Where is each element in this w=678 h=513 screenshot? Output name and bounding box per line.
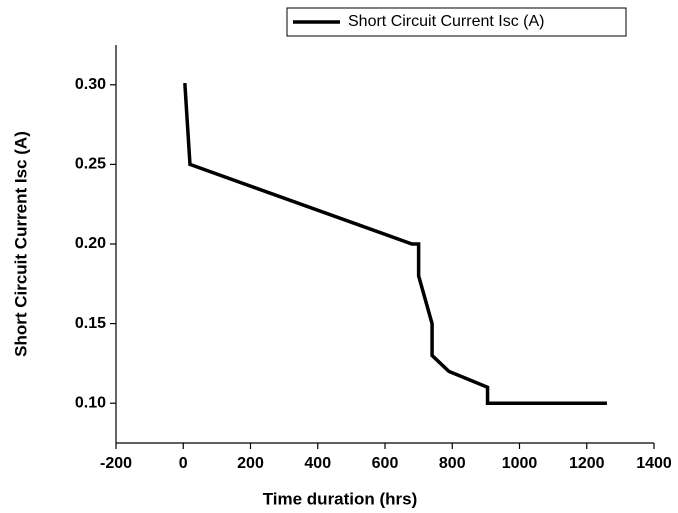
x-axis-label: Time duration (hrs) [263,489,418,508]
y-tick-label: 0.15 [75,315,106,332]
y-tick-label: 0.20 [75,235,106,252]
x-tick-label: 1000 [502,455,538,472]
legend-label: Short Circuit Current Isc (A) [348,13,544,30]
y-tick-label: 0.25 [75,156,106,173]
x-tick-label: 400 [304,455,331,472]
line-series [183,83,607,405]
x-tick-label: 0 [179,455,188,472]
y-tick-label: 0.10 [75,394,106,411]
y-axis-label: Short Circuit Current Isc (A) [11,131,30,357]
x-tick-label: -200 [100,455,132,472]
y-tick-label: 0.30 [75,76,106,93]
x-tick-label: 1200 [569,455,605,472]
x-tick-label: 1400 [636,455,672,472]
x-tick-label: 600 [372,455,399,472]
legend-box [286,7,627,37]
x-tick-label: 200 [237,455,264,472]
x-tick-label: 800 [439,455,466,472]
